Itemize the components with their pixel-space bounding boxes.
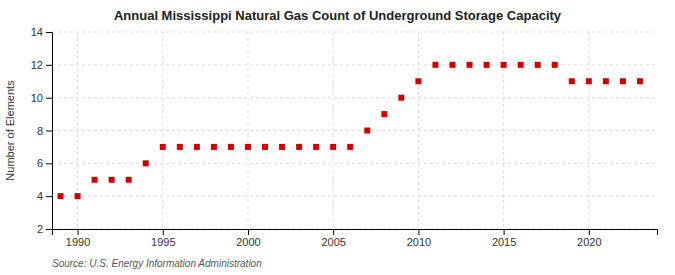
point — [569, 78, 575, 84]
point — [245, 144, 251, 150]
grid-line-y — [52, 97, 657, 98]
marks — [58, 62, 643, 199]
point — [620, 78, 626, 84]
x-tick-label: 2015 — [492, 236, 516, 248]
point — [126, 177, 132, 183]
point — [228, 144, 234, 150]
point — [603, 78, 609, 84]
x-tick: 2005 — [321, 229, 345, 248]
point — [347, 144, 353, 150]
point — [109, 177, 115, 183]
y-tick-mark — [46, 131, 52, 132]
title: Annual Mississippi Natural Gas Count of … — [114, 8, 562, 23]
point — [296, 144, 302, 150]
point — [177, 144, 183, 150]
grid-line-y — [52, 196, 657, 197]
x-tick-mark — [418, 229, 419, 235]
point — [501, 62, 507, 68]
y-tick-label: 6 — [37, 157, 43, 169]
x-tick-label: 2000 — [236, 236, 260, 248]
plot-area: 1990 1995 2000 2005 2010 2015 2020 2 4 6 8 10 12 14 — [31, 26, 658, 248]
x-tick: 2015 — [492, 229, 516, 248]
point — [449, 62, 455, 68]
y-tick-mark — [46, 196, 52, 197]
point — [586, 78, 592, 84]
point — [143, 160, 149, 166]
y-tick-mark — [46, 32, 52, 33]
point — [467, 62, 473, 68]
x-tick: 2010 — [407, 229, 431, 248]
x-tick-label: 1990 — [66, 236, 90, 248]
y-tick-label: 12 — [31, 59, 43, 71]
point — [160, 144, 166, 150]
x-tick-mark — [78, 229, 79, 235]
y-tick: 4 — [37, 190, 52, 202]
point — [330, 144, 336, 150]
source-note: Source: U.S. Energy Information Administ… — [52, 258, 262, 269]
grid-line-y — [52, 32, 657, 33]
y-tick-mark — [46, 229, 52, 230]
point — [92, 177, 98, 183]
grid — [52, 32, 657, 229]
y-tick: 6 — [37, 157, 52, 169]
y-tick-mark — [46, 163, 52, 164]
x-tick-label: 2020 — [577, 236, 601, 248]
point — [552, 62, 558, 68]
point — [535, 62, 541, 68]
grid-line-y — [52, 130, 657, 131]
y-axis-line — [46, 33, 53, 230]
point — [279, 144, 285, 150]
y-axis-title: Number of Elements — [4, 80, 16, 181]
x-tick-label: 2010 — [407, 236, 431, 248]
x-tick-mark — [333, 229, 334, 235]
x-tick: 1990 — [66, 229, 90, 248]
point — [637, 78, 643, 84]
x-tick-mark — [589, 229, 590, 235]
point — [432, 62, 438, 68]
y-tick-mark — [46, 98, 52, 99]
x-tick: 2020 — [577, 229, 601, 248]
x-tick: 1995 — [151, 229, 175, 248]
y-axis: 2 4 6 8 10 12 14 — [31, 26, 53, 235]
point — [518, 62, 524, 68]
point — [75, 193, 81, 199]
point — [194, 144, 200, 150]
x-axis: 1990 1995 2000 2005 2010 2015 2020 — [53, 229, 658, 248]
x-axis-line — [53, 230, 658, 236]
point — [58, 193, 64, 199]
y-tick: 2 — [37, 223, 52, 235]
grid-line-y — [52, 64, 657, 65]
x-tick-label: 2005 — [321, 236, 345, 248]
y-tick-label: 14 — [31, 26, 43, 38]
point — [211, 144, 217, 150]
y-tick-label: 8 — [37, 125, 43, 137]
grid-line-x — [247, 32, 248, 229]
point — [398, 95, 404, 101]
x-tick-mark — [248, 229, 249, 235]
y-tick-label: 10 — [31, 92, 43, 104]
y-tick-label: 4 — [37, 190, 43, 202]
point — [364, 128, 370, 134]
y-tick-label: 2 — [37, 223, 43, 235]
point — [484, 62, 490, 68]
x-tick-label: 1995 — [151, 236, 175, 248]
x-tick-mark — [504, 229, 505, 235]
y-tick-mark — [46, 65, 52, 66]
point — [313, 144, 319, 150]
x-tick: 2000 — [236, 229, 260, 248]
grid-line-x — [333, 32, 334, 229]
point — [381, 111, 387, 117]
y-tick: 8 — [37, 125, 52, 137]
point — [415, 78, 421, 84]
chart: 1990 1995 2000 2005 2010 2015 2020 2 4 6 8 10 12 14 An… — [0, 0, 675, 275]
y-tick: 12 — [31, 59, 52, 71]
y-tick: 10 — [31, 92, 52, 104]
point — [262, 144, 268, 150]
x-tick-mark — [163, 229, 164, 235]
y-tick: 14 — [31, 26, 52, 38]
